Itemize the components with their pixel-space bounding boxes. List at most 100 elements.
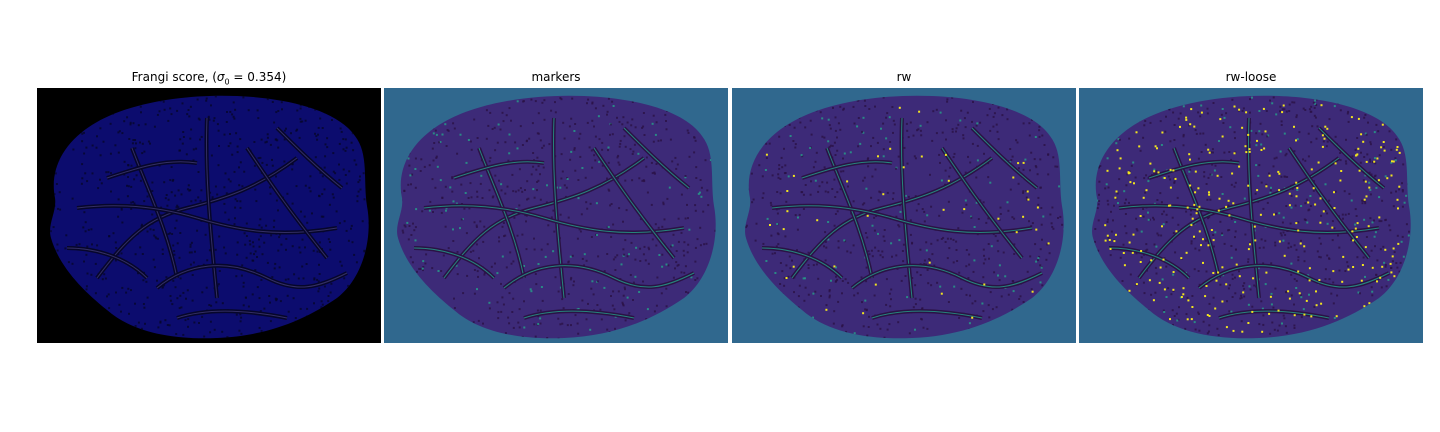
segmentation-pixel — [1182, 287, 1185, 290]
texture-speckle — [745, 226, 748, 229]
texture-speckle — [1007, 209, 1010, 212]
texture-speckle — [663, 218, 666, 221]
texture-speckle — [1231, 277, 1234, 280]
texture-speckle — [327, 300, 330, 303]
texture-speckle — [828, 290, 831, 293]
segmentation-pixel — [882, 193, 885, 196]
texture-speckle — [939, 161, 941, 164]
texture-speckle — [859, 142, 862, 145]
texture-speckle — [1402, 255, 1405, 258]
texture-speckle — [959, 119, 962, 122]
texture-speckle — [1363, 156, 1366, 158]
texture-speckle — [643, 180, 646, 183]
texture-speckle — [1140, 256, 1143, 259]
texture-speckle — [1006, 118, 1009, 121]
texture-speckle — [1182, 105, 1185, 108]
texture-speckle — [117, 215, 120, 218]
texture-speckle — [1011, 155, 1014, 158]
texture-speckle — [652, 114, 655, 117]
texture-speckle — [1052, 227, 1055, 230]
texture-speckle — [192, 261, 195, 264]
texture-speckle — [94, 262, 97, 265]
texture-speckle — [1307, 155, 1310, 158]
segmentation-pixel — [1268, 312, 1271, 315]
texture-speckle — [1244, 233, 1247, 236]
segmentation-pixel — [1254, 239, 1257, 242]
texture-speckle — [841, 325, 844, 328]
texture-speckle — [483, 271, 486, 274]
texture-speckle — [946, 100, 949, 103]
texture-speckle — [665, 305, 668, 308]
texture-speckle — [1258, 130, 1261, 133]
segmentation-pixel — [1298, 292, 1301, 295]
texture-speckle — [540, 286, 543, 288]
texture-speckle — [1334, 135, 1337, 138]
texture-speckle — [1240, 296, 1243, 299]
texture-speckle — [798, 284, 801, 287]
texture-speckle — [1214, 164, 1217, 167]
texture-speckle — [161, 285, 164, 288]
texture-speckle — [71, 197, 74, 200]
texture-speckle — [714, 229, 716, 232]
texture-speckle — [1191, 295, 1194, 297]
texture-speckle — [1351, 155, 1354, 158]
texture-speckle — [823, 245, 825, 248]
texture-speckle — [1128, 201, 1130, 204]
texture-speckle — [1028, 220, 1030, 223]
image-rw-loose — [1079, 88, 1423, 343]
texture-speckle — [581, 299, 584, 302]
texture-speckle — [839, 128, 842, 131]
vessel-line — [106, 159, 198, 180]
texture-speckle — [299, 251, 302, 254]
texture-speckle — [952, 238, 955, 241]
texture-speckle — [837, 246, 840, 249]
texture-speckle — [216, 193, 219, 196]
texture-speckle — [459, 133, 462, 136]
texture-speckle — [444, 185, 447, 188]
texture-speckle — [986, 114, 989, 117]
texture-speckle — [898, 239, 901, 242]
texture-speckle — [972, 101, 974, 103]
texture-speckle — [456, 273, 459, 276]
texture-speckle — [108, 307, 111, 310]
texture-speckle — [1132, 161, 1135, 164]
texture-speckle — [1249, 288, 1252, 291]
texture-speckle — [837, 122, 840, 125]
texture-speckle — [699, 226, 702, 229]
texture-speckle — [1308, 108, 1311, 111]
texture-speckle — [992, 115, 995, 118]
texture-speckle — [626, 255, 629, 258]
texture-speckle — [1325, 145, 1328, 148]
texture-speckle — [304, 246, 306, 249]
texture-speckle — [524, 189, 526, 191]
texture-speckle — [783, 172, 786, 175]
vessel-highlight — [1318, 127, 1385, 189]
texture-speckle — [616, 116, 618, 119]
texture-speckle — [793, 291, 795, 294]
texture-speckle — [966, 111, 969, 114]
texture-speckle — [179, 232, 182, 234]
texture-speckle — [359, 175, 361, 178]
texture-speckle — [207, 116, 210, 119]
texture-speckle — [964, 171, 967, 174]
texture-speckle — [1167, 175, 1170, 178]
segmentation-pixel — [1356, 153, 1359, 156]
texture-speckle — [909, 233, 912, 236]
segmentation-pixel — [1355, 236, 1358, 238]
texture-speckle — [925, 263, 928, 266]
texture-speckle — [1001, 114, 1004, 117]
texture-speckle — [625, 209, 628, 212]
segmentation-pixel — [902, 166, 905, 169]
texture-speckle — [274, 262, 277, 265]
segmentation-pixel — [816, 219, 819, 222]
texture-speckle — [1371, 290, 1374, 293]
texture-speckle — [498, 236, 500, 239]
texture-speckle — [259, 156, 262, 159]
texture-speckle — [513, 216, 516, 219]
texture-speckle — [269, 143, 272, 146]
texture-speckle — [874, 246, 877, 249]
texture-speckle — [134, 253, 137, 256]
texture-speckle — [509, 251, 512, 254]
texture-speckle — [537, 179, 540, 182]
texture-speckle — [419, 170, 422, 172]
